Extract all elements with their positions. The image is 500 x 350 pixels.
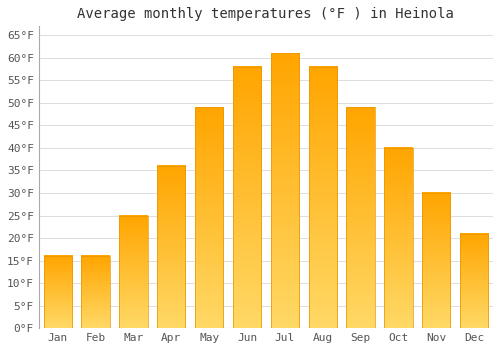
Bar [270,53,299,328]
Bar [82,256,110,328]
Title: Average monthly temperatures (°F ) in Heinola: Average monthly temperatures (°F ) in He… [78,7,454,21]
Bar [233,67,261,328]
Bar [308,67,337,328]
Bar [157,166,186,328]
Bar [422,193,450,328]
Bar [119,216,148,328]
Bar [346,107,375,328]
Bar [44,256,72,328]
Bar [384,148,412,328]
Bar [460,233,488,328]
Bar [195,107,224,328]
